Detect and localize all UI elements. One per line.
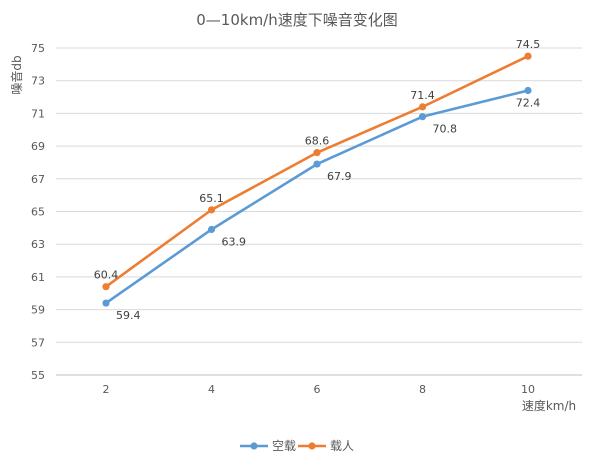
- data-label: 60.4: [94, 269, 119, 282]
- legend-marker: [308, 442, 316, 450]
- data-label: 71.4: [410, 89, 435, 102]
- legend[interactable]: 空载 载人: [240, 439, 354, 453]
- series-line-0: [104, 89, 530, 305]
- y-tick-label: 55: [31, 369, 45, 382]
- data-point: [102, 299, 110, 307]
- y-tick-label: 65: [31, 206, 45, 219]
- x-tick-label: 4: [208, 383, 215, 396]
- x-axis-label: 速度km/h: [522, 398, 576, 413]
- x-tick-label: 2: [103, 383, 110, 396]
- y-tick-label: 73: [31, 75, 45, 88]
- data-label: 59.4: [116, 309, 141, 322]
- data-label: 67.9: [327, 170, 352, 183]
- y-tick-label: 61: [31, 271, 45, 284]
- x-tick-label: 10: [521, 383, 535, 396]
- x-tick-label: 6: [314, 383, 321, 396]
- legend-label: 空载: [272, 439, 296, 453]
- y-tick-label: 69: [31, 140, 45, 153]
- y-tick-label: 57: [31, 336, 45, 349]
- data-point: [207, 206, 216, 214]
- data-point: [313, 160, 321, 168]
- data-point: [418, 103, 427, 111]
- legend-item-0[interactable]: 空载: [240, 439, 296, 453]
- y-tick-label: 63: [31, 238, 45, 251]
- data-label: 72.4: [516, 97, 541, 110]
- legend-item-1[interactable]: 载人: [298, 439, 354, 453]
- y-tick-label: 71: [31, 107, 45, 120]
- data-label: 68.6: [305, 135, 330, 148]
- y-tick-label: 67: [31, 173, 45, 186]
- data-point: [207, 225, 216, 234]
- data-label: 74.5: [516, 38, 541, 51]
- data-point: [524, 86, 532, 95]
- legend-label: 载人: [330, 439, 354, 453]
- data-labels: 59.4 63.9 67.9 70.8 72.4 60.4 65.1 68.6 71.4 74.5: [94, 38, 541, 322]
- data-label: 70.8: [433, 123, 458, 136]
- y-tick-label: 59: [31, 304, 45, 317]
- axes: 2 4 6 8 10: [56, 374, 582, 396]
- data-point: [102, 283, 110, 291]
- data-point: [313, 149, 321, 157]
- legend-marker: [250, 442, 258, 450]
- series: [102, 52, 532, 307]
- data-point: [418, 113, 427, 121]
- x-tick-label: 8: [419, 383, 426, 396]
- gridlines: 55 57 59 61 63 65 67 69 71 73 75: [31, 42, 582, 382]
- y-tick-label: 75: [31, 42, 45, 55]
- data-label: 63.9: [222, 235, 247, 248]
- y-axis-label: 噪音db: [9, 55, 24, 94]
- chart-title: 0—10km/h速度下噪音变化图: [196, 11, 398, 29]
- data-point: [524, 52, 532, 60]
- series-line-1: [104, 54, 530, 289]
- data-label: 65.1: [199, 192, 224, 205]
